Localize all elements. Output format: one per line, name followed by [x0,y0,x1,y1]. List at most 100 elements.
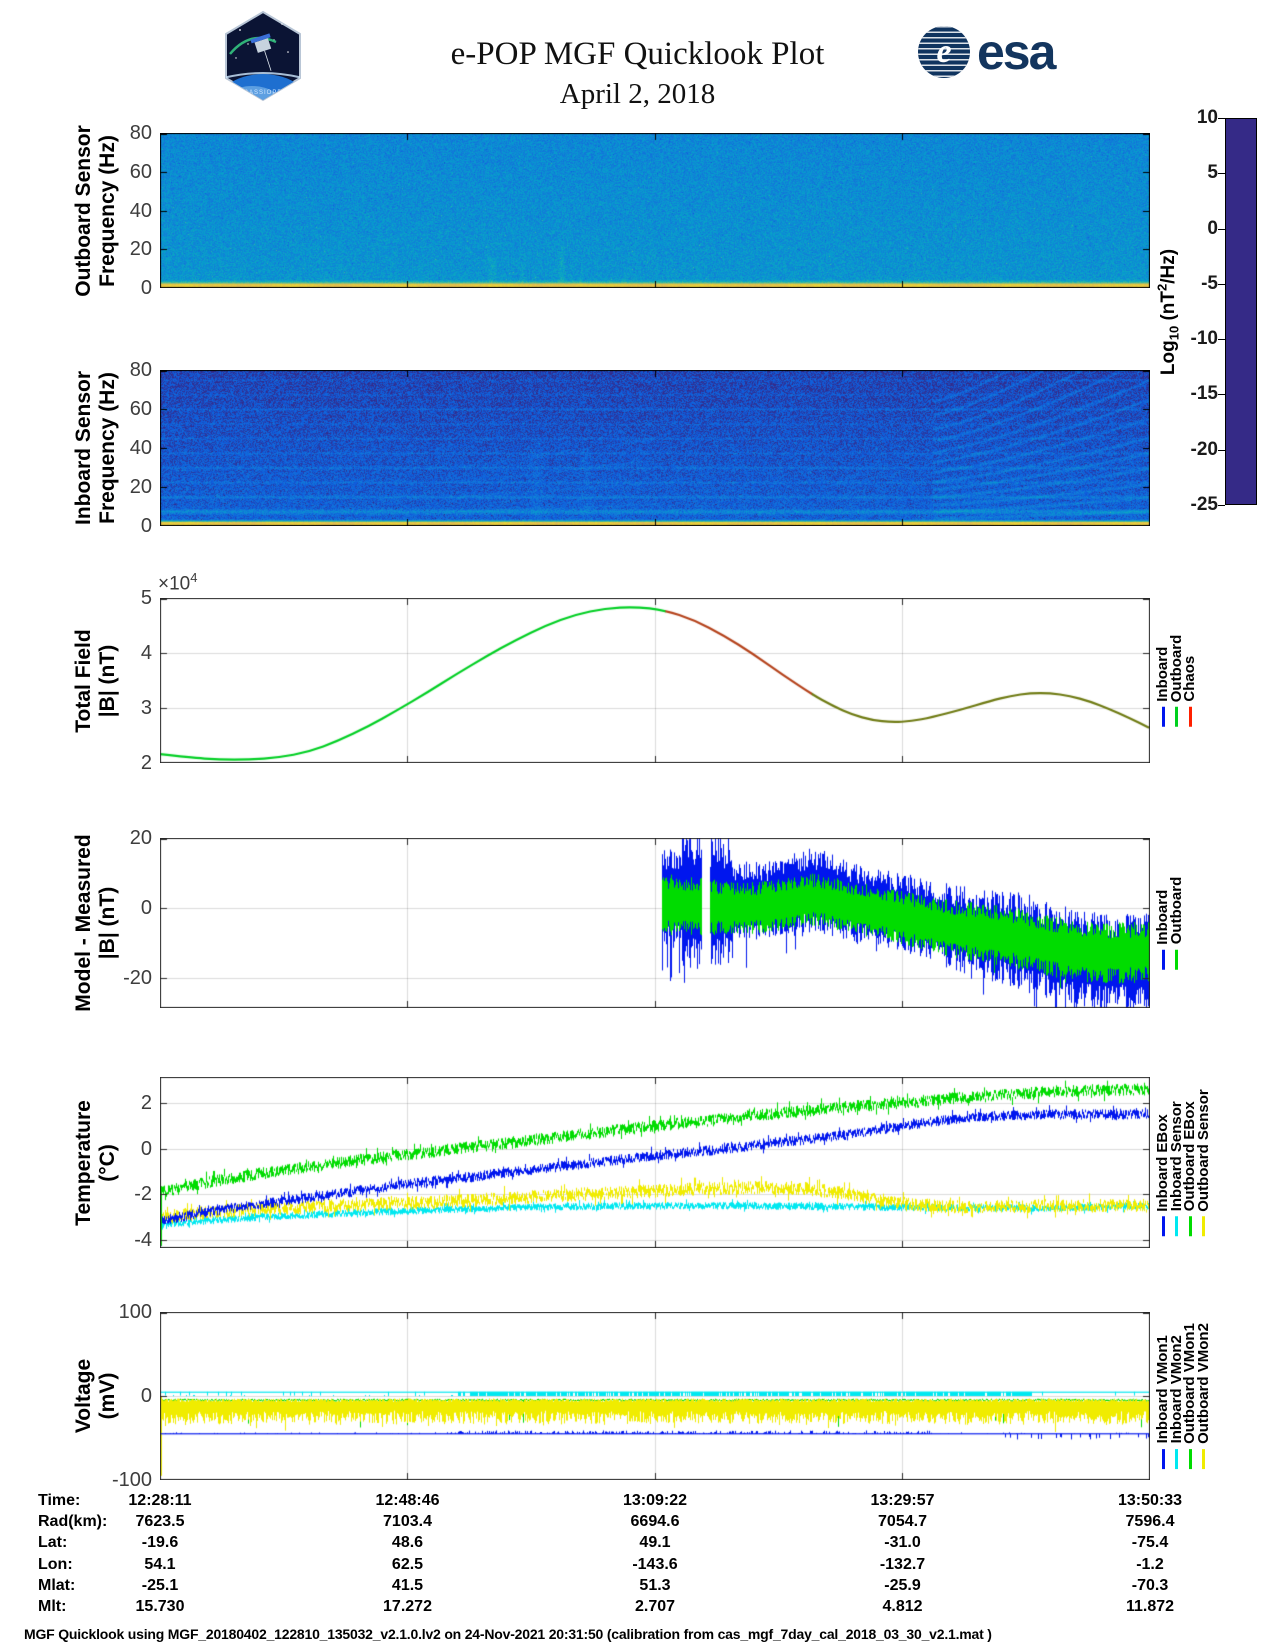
voltage-panel [160,1312,1150,1480]
esa-globe-icon: e [918,26,970,78]
ephemeris-value: 6694.6 [630,1513,680,1531]
ephemeris-value: 13:50:33 [1117,1492,1183,1509]
legend-marker [1188,706,1192,727]
ephemeris-value: 12:48:46 [375,1492,440,1509]
temperature-panel [160,1077,1150,1248]
legend-marker [1175,1448,1179,1469]
temperature-legend: Inboard EBox Inboard Sensor Outboard EBox O… [1154,1089,1212,1237]
legend-marker [1161,1216,1165,1237]
ephemeris-value: 11.872 [1125,1598,1175,1615]
inboard_spectrogram-ytick-label: 0 [140,515,152,537]
patch-aurora [229,36,277,55]
ephemeris-row-label: Lon: [38,1555,73,1573]
inboard_spectrogram-panel [160,370,1150,526]
legend-entry: Outboard VMon2 [1195,1323,1212,1469]
total_field-legend: Inboard Outboard Chaos [1154,634,1198,727]
temperature-canvas [160,1077,1150,1248]
legend-entry: Outboard Sensor [1195,1089,1212,1237]
multiplier-exponent: 4 [190,570,198,585]
legend-entry: Outboard [1168,877,1185,970]
model_minus_measured-ytick-label: 20 [129,827,152,849]
model_minus_measured-legend: Inboard Outboard [1154,877,1185,970]
total_field-ytick-label: 2 [140,752,152,774]
ephemeris-value: -132.7 [879,1555,926,1573]
ephemeris-value: 49.1 [639,1534,671,1552]
ephemeris-value: 7054.7 [878,1513,927,1531]
page-title: e-POP MGF Quicklook Plot [450,36,825,72]
inboard_spectrogram-canvas [160,370,1150,526]
legend-marker [1188,1216,1192,1237]
ephemeris-value: 54.1 [144,1555,176,1573]
temperature-ytick-label: 2 [140,1092,152,1115]
legend-marker [1202,1448,1206,1469]
ephemeris-value: -75.4 [1131,1534,1169,1552]
ephemeris-value: 41.5 [391,1576,424,1594]
ephemeris-value: 13:29:57 [870,1492,935,1509]
legend-marker [1175,1216,1179,1237]
ephemeris-value: 4.812 [882,1598,923,1615]
multiplier-base: ×10 [158,573,191,595]
legend-marker [1161,1448,1165,1469]
inboard_spectrogram-ytick-label: 40 [129,437,152,459]
legend-entry: Inboard Sensor [1168,1101,1185,1237]
footer-note: MGF Quicklook using MGF_20180402_122810_… [24,1626,992,1642]
ephemeris-value: 12:28:11 [128,1492,192,1509]
legend-marker [1188,1448,1192,1469]
total_field-canvas [160,598,1150,763]
legend-marker [1175,706,1179,727]
legend-entry: Inboard [1154,647,1171,727]
legend-entry: Inboard VMon1 [1154,1336,1171,1469]
outboard_spectrogram-ytick-label: 40 [129,199,152,222]
ephemeris-row-label: Time: [38,1492,81,1509]
ephemeris-value: -1.2 [1136,1555,1164,1573]
ephemeris-row-label: Mlt: [38,1598,67,1615]
legend-entry: Chaos [1181,656,1198,727]
legend-entry: Inboard [1154,889,1171,970]
voltage-legend: Inboard VMon1 Inboard VMon2 Outboard VMon1… [1154,1323,1212,1469]
voltage-canvas [160,1312,1150,1480]
total_field-ytick-label: 5 [140,587,152,609]
legend-entry: Outboard VMon1 [1181,1323,1198,1469]
total-field-axis-multiplier: ×104 [158,570,197,595]
esa-globe-stripes [918,26,970,78]
legend-entry: Outboard [1168,634,1185,727]
voltage-ytick-label: 0 [140,1385,152,1407]
temperature-ytick-label: -2 [134,1183,152,1206]
ephemeris-value: 7103.4 [383,1513,432,1531]
legend-marker [1175,949,1179,970]
outboard_spectrogram-ytick-label: 20 [129,238,152,261]
patch-satellite [250,33,272,71]
model_minus_measured-panel [160,838,1150,1008]
esa-logo: e esa [918,24,1056,80]
ephemeris-value: -143.6 [632,1555,678,1573]
inboard_spectrogram-ytick-label: 80 [129,359,152,381]
legend-marker [1202,1216,1206,1237]
total_field-ytick-label: 3 [140,697,152,719]
voltage-ytick-label: -100 [111,1469,152,1491]
ephemeris-value: 48.6 [391,1534,424,1552]
model_minus_measured-ytick-label: -20 [123,966,152,989]
ephemeris-value: -25.9 [884,1576,921,1594]
outboard_spectrogram-canvas [160,133,1150,288]
model_minus_measured-ytick-label: 0 [140,896,152,919]
esa-wordmark: esa [977,24,1056,80]
ephemeris-value: 62.5 [391,1555,424,1573]
outboard_spectrogram-ytick-label: 60 [129,160,152,183]
legend-entry: Inboard VMon2 [1168,1336,1185,1469]
temperature-ytick-label: 0 [140,1137,152,1160]
ephemeris-value: 15.730 [135,1598,185,1615]
total_field-panel [160,598,1150,763]
ephemeris-value: 7623.5 [135,1513,185,1531]
ephemeris-value: 2.707 [634,1598,676,1615]
legend-entry: Inboard EBox [1154,1114,1171,1237]
ephemeris-value: -25.1 [141,1576,179,1594]
voltage-ytick-label: 100 [118,1301,152,1323]
ephemeris-value: 13:09:22 [622,1492,688,1509]
ephemeris-row-label: Lat: [38,1534,68,1552]
ephemeris-value: -19.6 [141,1534,179,1552]
esa-globe-letter: e [936,33,952,70]
ephemeris-value: -31.0 [884,1534,921,1552]
inboard_spectrogram-ytick-label: 20 [129,476,152,498]
